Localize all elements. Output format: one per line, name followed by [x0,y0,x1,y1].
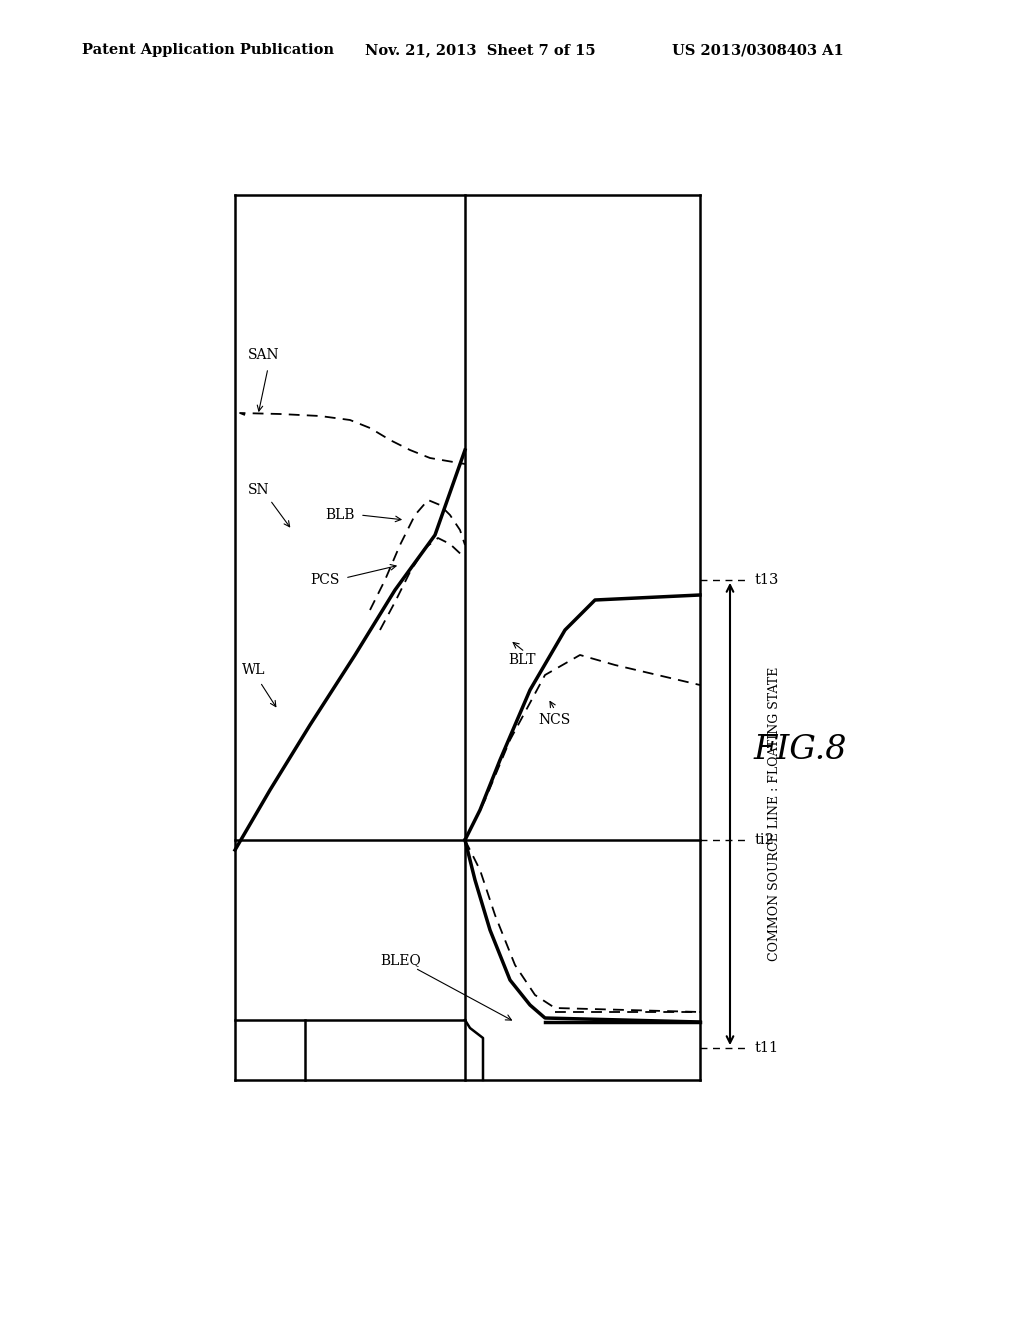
Text: t13: t13 [755,573,779,587]
Text: BLT: BLT [508,653,536,667]
Text: SAN: SAN [248,348,280,362]
Text: US 2013/0308403 A1: US 2013/0308403 A1 [672,44,844,57]
Text: ti2: ti2 [755,833,775,847]
Text: SN: SN [248,483,269,498]
Text: NCS: NCS [538,713,570,727]
Text: Patent Application Publication: Patent Application Publication [82,44,334,57]
Text: BLB: BLB [325,508,354,521]
Text: PCS: PCS [310,573,339,587]
Text: Nov. 21, 2013  Sheet 7 of 15: Nov. 21, 2013 Sheet 7 of 15 [365,44,596,57]
Text: FIG.8: FIG.8 [754,734,847,766]
Text: COMMON SOURCE LINE : FLOATING STATE: COMMON SOURCE LINE : FLOATING STATE [768,667,781,961]
Text: t11: t11 [755,1041,779,1055]
Text: WL: WL [242,663,265,677]
Text: BLEQ: BLEQ [380,953,421,968]
